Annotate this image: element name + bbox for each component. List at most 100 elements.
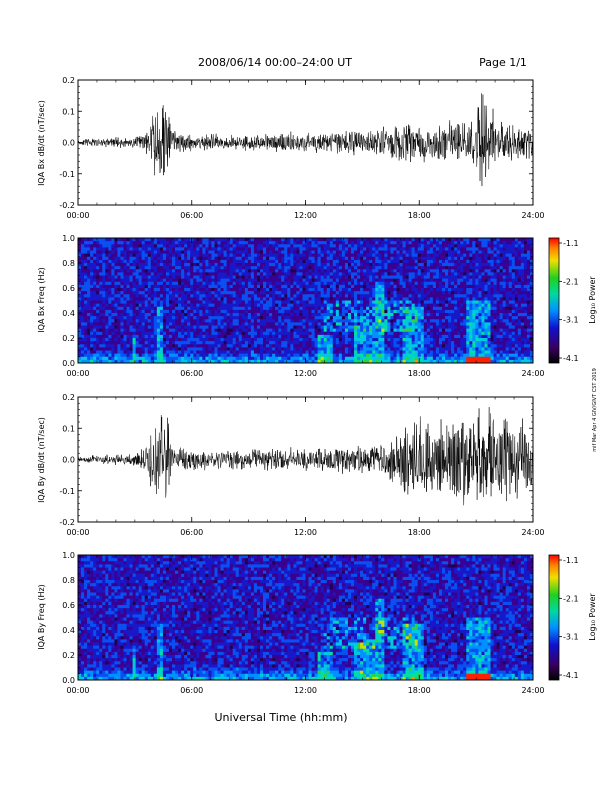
spectrogram-cell bbox=[287, 241, 291, 245]
spectrogram-cell bbox=[165, 319, 170, 323]
spectrogram-cell bbox=[256, 344, 261, 348]
spectrogram-cell bbox=[132, 291, 136, 295]
spectrogram-cell bbox=[87, 238, 91, 242]
spectrogram-cell bbox=[317, 331, 322, 336]
spectrogram-cell bbox=[132, 347, 136, 351]
spectrogram-cell bbox=[332, 259, 337, 264]
spectrogram-cell bbox=[184, 341, 188, 345]
spectrogram-cell bbox=[375, 350, 379, 354]
spectrogram-cell bbox=[396, 250, 400, 254]
spectrogram-cell bbox=[375, 263, 379, 267]
spectrogram-cell bbox=[335, 241, 340, 245]
spectrogram-cell bbox=[317, 272, 322, 276]
spectrogram-cell bbox=[435, 322, 440, 326]
spectrogram-cell bbox=[84, 347, 88, 351]
spectrogram-cell bbox=[384, 341, 388, 345]
spectrogram-cell bbox=[114, 316, 118, 320]
spectrogram-cell bbox=[351, 294, 355, 298]
spectrogram-cell bbox=[187, 263, 191, 267]
spectrogram-cell bbox=[372, 353, 376, 358]
spectrogram-cell bbox=[108, 309, 112, 314]
spectrogram-cell bbox=[281, 300, 285, 304]
spectrogram-cell bbox=[314, 356, 318, 361]
spectrogram-cell bbox=[117, 309, 121, 314]
spectrogram-cell bbox=[253, 294, 258, 298]
spectrogram-cell bbox=[193, 306, 197, 311]
spectrogram-cell bbox=[311, 288, 315, 292]
spectrogram-cell bbox=[378, 353, 382, 358]
spectrogram-cell bbox=[247, 313, 252, 317]
spectrogram-cell bbox=[363, 359, 367, 364]
spectrogram-cell bbox=[96, 353, 100, 358]
spectrogram-cell bbox=[366, 306, 370, 311]
spectrogram-cell bbox=[241, 322, 246, 326]
spectrogram-cell bbox=[381, 300, 385, 304]
spectrogram-cell bbox=[317, 300, 322, 304]
spectrogram-cell bbox=[396, 259, 400, 264]
spectrogram-cell bbox=[84, 272, 88, 276]
spectrogram-cell bbox=[272, 322, 276, 326]
spectrogram-cell bbox=[302, 309, 306, 314]
spectrogram-cell bbox=[263, 356, 267, 361]
spectrogram-cell bbox=[226, 272, 231, 276]
spectrogram-cell bbox=[338, 247, 343, 251]
spectrogram-cell bbox=[278, 319, 282, 323]
spectrogram-cell bbox=[199, 259, 203, 264]
spectrogram-cell bbox=[150, 247, 155, 251]
spectrogram-cell bbox=[357, 356, 361, 361]
spectrogram-cell bbox=[78, 269, 82, 273]
spectrogram-cell bbox=[190, 313, 194, 317]
spectrogram-cell bbox=[369, 306, 373, 311]
spectrogram-cell bbox=[366, 275, 370, 279]
spectrogram-cell bbox=[305, 291, 309, 295]
spectrogram-cell bbox=[232, 272, 237, 276]
spectrogram-cell bbox=[326, 263, 331, 267]
spectrogram-cell bbox=[126, 325, 130, 329]
spectrogram-cell bbox=[372, 281, 376, 286]
spectrogram-cell bbox=[205, 241, 209, 245]
spectrogram-cell bbox=[169, 316, 173, 320]
spectrogram-cell bbox=[84, 344, 88, 348]
spectrogram-cell bbox=[93, 272, 97, 276]
spectrogram-cell bbox=[96, 284, 100, 289]
spectrogram-cell bbox=[290, 281, 294, 286]
spectrogram-cell bbox=[169, 325, 173, 329]
spectrogram-cell bbox=[399, 241, 403, 245]
spectrogram-cell bbox=[87, 316, 91, 320]
spectrogram-cell bbox=[235, 344, 240, 348]
spectrogram-cell bbox=[226, 331, 231, 336]
spectrogram-cell bbox=[263, 263, 267, 267]
spectrogram-cell bbox=[290, 253, 294, 258]
spectrogram-cell bbox=[199, 341, 203, 345]
spectrogram-cell bbox=[378, 344, 382, 348]
spectrogram-cell bbox=[211, 331, 215, 336]
spectrogram-cell bbox=[105, 291, 109, 295]
spectrogram-cell bbox=[429, 316, 434, 320]
spectrogram-cell bbox=[332, 284, 337, 289]
spectrogram-cell bbox=[253, 297, 258, 301]
spectrogram-cell bbox=[135, 319, 140, 323]
spectrogram-cell bbox=[87, 347, 91, 351]
spectrogram-cell bbox=[263, 297, 267, 301]
spectrogram-cell bbox=[120, 316, 124, 320]
spectrogram-cell bbox=[366, 338, 370, 342]
spectrogram-cell bbox=[193, 334, 197, 339]
spectrogram-cell bbox=[269, 350, 273, 354]
spectrogram-cell bbox=[84, 259, 88, 264]
spectrogram-cell bbox=[341, 284, 346, 289]
spectrogram-cell bbox=[417, 278, 422, 283]
spectrogram-cell bbox=[256, 338, 261, 342]
spectrogram-cell bbox=[396, 247, 400, 251]
spectrogram-cell bbox=[223, 244, 227, 248]
spectrogram-cell bbox=[317, 319, 322, 323]
spectrogram-cell bbox=[363, 334, 367, 339]
spectrogram-cell bbox=[396, 288, 400, 292]
spectrogram-cell bbox=[272, 341, 276, 345]
spectrogram-cell bbox=[332, 294, 337, 298]
spectrogram-cell bbox=[241, 259, 246, 264]
spectrogram-cell bbox=[102, 284, 106, 289]
spectrogram-cell bbox=[414, 241, 419, 245]
spectrogram-cell bbox=[344, 284, 349, 289]
spectrogram-cell bbox=[278, 250, 282, 254]
spectrogram-cell bbox=[375, 328, 379, 333]
